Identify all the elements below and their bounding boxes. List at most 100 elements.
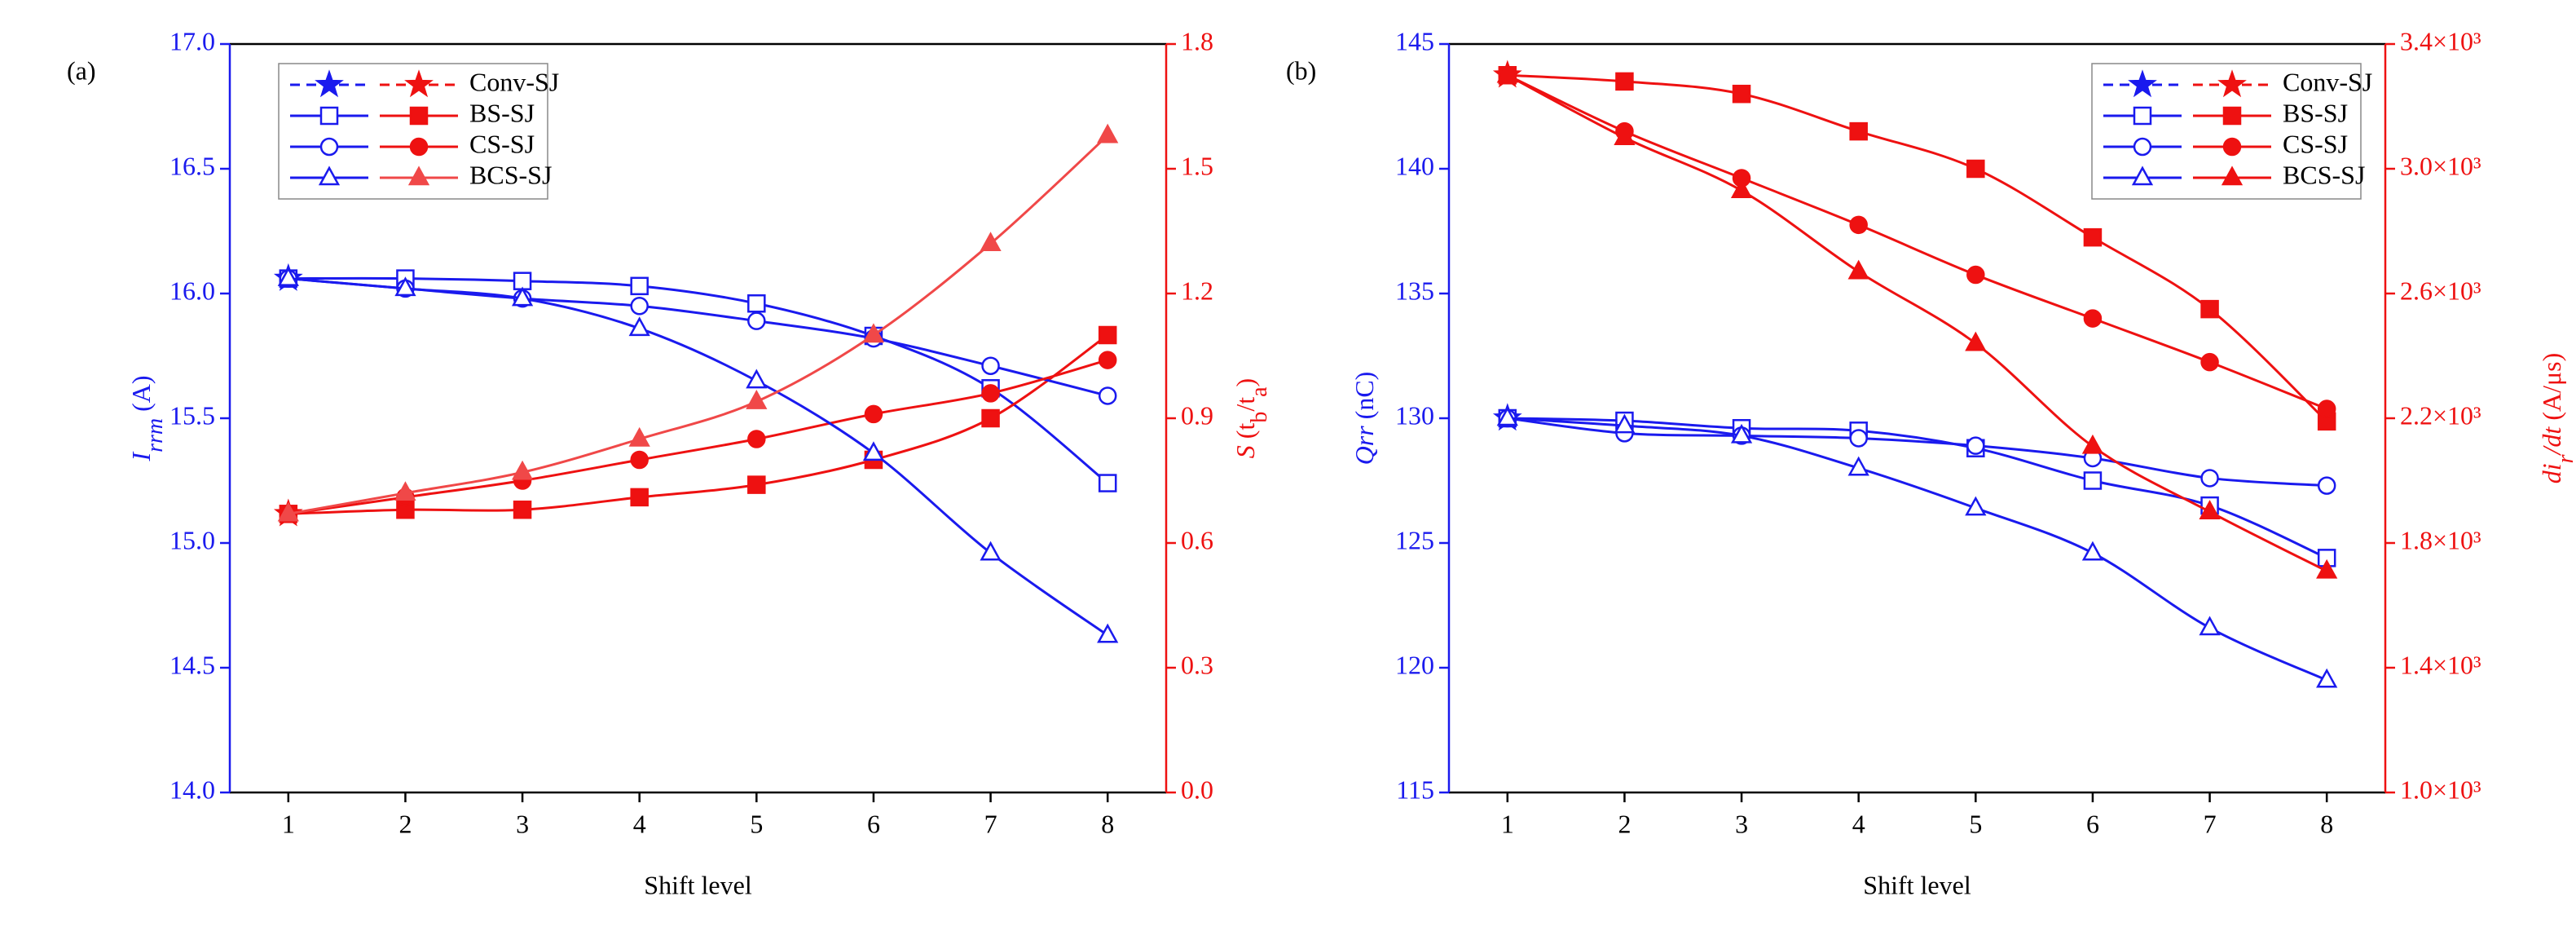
label-part: (A) xyxy=(126,375,156,417)
marker xyxy=(1098,386,1117,405)
label-part: ) xyxy=(1231,378,1260,387)
y2-tick-label: 0.9 xyxy=(1181,400,1213,430)
label-part: (A/μs) xyxy=(2537,353,2566,427)
y-axis-title: Irrm (A) xyxy=(126,375,168,461)
x-tick-label: 1 xyxy=(282,809,295,838)
x-tick-label: 2 xyxy=(399,809,412,838)
label-part: /dt xyxy=(2537,426,2566,457)
y-tick-label: 125 xyxy=(1395,525,1434,554)
y-tick-label: 14.0 xyxy=(170,775,215,804)
y2-tick-label: 0.0 xyxy=(1181,775,1213,804)
y-tick-label: 120 xyxy=(1395,650,1434,679)
marker xyxy=(1098,351,1117,369)
marker xyxy=(862,323,885,343)
panel-label: (a) xyxy=(67,55,96,85)
marker xyxy=(630,488,649,507)
marker xyxy=(746,369,768,389)
label-part: S xyxy=(1231,445,1260,458)
marker xyxy=(980,541,1002,561)
marker xyxy=(409,106,429,126)
y2-tick-label: 0.6 xyxy=(1181,525,1213,554)
marker xyxy=(1097,123,1119,143)
marker xyxy=(630,297,649,316)
marker xyxy=(2222,106,2242,126)
y-axis-title: Qrr (nC) xyxy=(1350,372,1379,466)
x-axis-title: Shift level xyxy=(1863,870,1971,899)
y2-axis-title: dir/dt (A/μs) xyxy=(2537,353,2576,484)
legend-label: CS-SJ xyxy=(469,129,535,158)
y2-tick-label: 1.8 xyxy=(1181,26,1213,55)
y-tick-label: 130 xyxy=(1395,400,1434,430)
marker xyxy=(2316,558,2338,579)
y-tick-label: 135 xyxy=(1395,276,1434,305)
marker xyxy=(747,311,766,330)
marker xyxy=(315,69,344,98)
label-part: I xyxy=(126,452,156,462)
y-tick-label: 145 xyxy=(1395,26,1434,55)
marker xyxy=(628,316,650,337)
marker xyxy=(2200,352,2219,372)
legend-label: BCS-SJ xyxy=(2283,160,2365,189)
marker xyxy=(746,390,768,409)
marker xyxy=(981,384,1000,403)
series-line xyxy=(288,277,1109,637)
legend-label: Conv-SJ xyxy=(2283,67,2372,96)
legend-label: Conv-SJ xyxy=(469,67,559,96)
legend-label: BCS-SJ xyxy=(469,160,552,189)
marker xyxy=(2221,166,2244,186)
x-tick-label: 6 xyxy=(2086,809,2099,838)
y-tick-label: 15.5 xyxy=(170,400,215,430)
x-tick-label: 3 xyxy=(516,809,529,838)
marker xyxy=(319,137,339,157)
y2-tick-label: 2.6×10³ xyxy=(2400,276,2481,305)
marker xyxy=(2083,227,2103,247)
marker xyxy=(1615,72,1634,91)
marker xyxy=(277,501,299,522)
y-tick-label: 140 xyxy=(1395,151,1434,180)
x-tick-label: 1 xyxy=(1501,809,1514,838)
marker xyxy=(277,267,299,286)
marker xyxy=(981,408,1000,428)
x-tick-label: 2 xyxy=(1618,809,1631,838)
marker xyxy=(394,481,416,501)
label-part: b xyxy=(1247,412,1272,423)
y2-tick-label: 3.4×10³ xyxy=(2400,26,2481,55)
marker xyxy=(511,460,534,480)
marker xyxy=(2083,471,2103,490)
marker xyxy=(864,404,883,424)
marker xyxy=(630,276,649,296)
y2-tick-label: 3.0×10³ xyxy=(2400,151,2481,180)
marker xyxy=(404,69,434,98)
marker xyxy=(2133,106,2152,126)
y-tick-label: 14.5 xyxy=(170,650,215,679)
series-line xyxy=(1507,417,2327,682)
marker xyxy=(1098,474,1117,492)
marker xyxy=(1097,623,1119,643)
marker xyxy=(1614,126,1636,145)
label-part: Qrr xyxy=(1350,426,1379,466)
x-tick-label: 8 xyxy=(1101,809,1114,838)
label-part: rrm xyxy=(143,418,168,452)
marker xyxy=(2317,399,2336,418)
marker xyxy=(318,166,341,186)
x-tick-label: 7 xyxy=(2204,809,2217,838)
y-tick-label: 17.0 xyxy=(170,26,215,55)
series-line xyxy=(288,359,1108,515)
y2-tick-label: 1.4×10³ xyxy=(2400,650,2481,679)
y2-tick-label: 1.8×10³ xyxy=(2400,525,2481,554)
marker xyxy=(1965,496,1987,516)
marker xyxy=(2199,616,2221,636)
marker xyxy=(1730,179,1753,199)
marker xyxy=(1966,436,1985,455)
label-part: /t xyxy=(1231,397,1260,412)
marker xyxy=(630,450,649,470)
marker xyxy=(409,137,429,157)
y-tick-label: 16.0 xyxy=(170,276,215,305)
x-tick-label: 6 xyxy=(867,809,880,838)
y-tick-label: 15.0 xyxy=(170,525,215,554)
marker xyxy=(1496,406,1518,426)
panel-label: (b) xyxy=(1286,55,1316,85)
label-part: (nC) xyxy=(1350,372,1379,426)
